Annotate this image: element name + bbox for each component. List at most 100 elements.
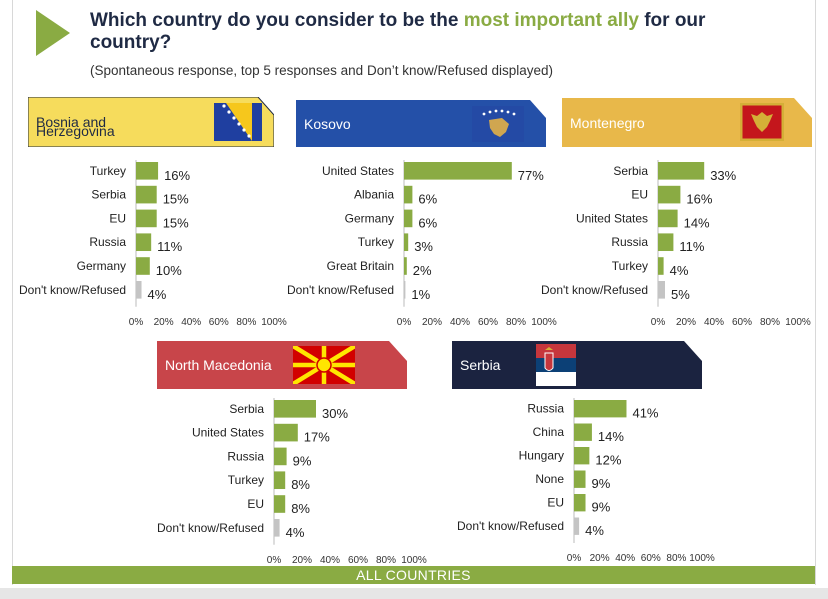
- bar: [658, 209, 678, 228]
- bar: [274, 519, 280, 537]
- bar: [574, 470, 586, 488]
- bar: [658, 185, 681, 204]
- tick-label: 40%: [450, 317, 470, 328]
- category-label: Russia: [611, 235, 648, 249]
- tick-label: 20%: [676, 317, 696, 328]
- tick-label: 20%: [154, 317, 174, 328]
- category-label: Don't know/Refused: [157, 521, 264, 535]
- data-label: 9%: [293, 453, 312, 468]
- play-arrow-icon: [36, 10, 70, 56]
- tick-label: 20%: [590, 553, 610, 564]
- data-label: 11%: [157, 239, 182, 254]
- banner-kosovo: Kosovo: [296, 100, 546, 147]
- tick-label: 60%: [478, 317, 498, 328]
- banner-serbia: Serbia: [452, 341, 702, 389]
- banner-line-2: Herzegovina: [36, 123, 115, 139]
- bar: [658, 233, 674, 252]
- data-label: 77%: [518, 168, 544, 183]
- serbia-flag-icon: [536, 344, 576, 386]
- category-label: Don't know/Refused: [19, 283, 126, 297]
- category-label: Serbia: [91, 188, 126, 202]
- footer-label: ALL COUNTRIES: [356, 567, 471, 583]
- data-label: 30%: [322, 406, 348, 421]
- data-label: 5%: [671, 287, 690, 302]
- question-highlight: most important ally: [463, 10, 639, 31]
- bar: [404, 281, 406, 299]
- question-part1: Which country do you consider to be the: [90, 10, 464, 31]
- data-label: 4%: [585, 523, 604, 538]
- bar: [274, 495, 286, 513]
- data-label: 9%: [592, 476, 611, 491]
- data-label: 8%: [291, 477, 310, 492]
- category-label: Don't know/Refused: [541, 283, 648, 297]
- bar: [574, 447, 590, 465]
- data-label: 2%: [413, 263, 432, 278]
- question-part2: for our country?: [90, 10, 706, 53]
- bar: [574, 494, 586, 512]
- data-label: 15%: [163, 192, 189, 207]
- bar: [574, 423, 592, 441]
- tick-label: 100%: [261, 317, 287, 328]
- montenegro-flag-icon: [740, 103, 784, 141]
- tick-label: 80%: [666, 553, 686, 564]
- category-label: None: [535, 472, 564, 486]
- tick-label: 0%: [267, 555, 282, 566]
- bottom-strip: [0, 588, 828, 599]
- bar: [658, 162, 705, 180]
- data-label: 9%: [592, 500, 611, 515]
- category-label: Turkey: [358, 235, 394, 249]
- data-label: 3%: [414, 239, 433, 254]
- category-label: EU: [109, 211, 126, 225]
- category-label: EU: [247, 497, 264, 511]
- category-label: Turkey: [228, 473, 264, 487]
- tick-label: 0%: [129, 317, 144, 328]
- category-label: Russia: [227, 449, 264, 463]
- data-label: 6%: [418, 192, 437, 207]
- bar: [658, 281, 665, 299]
- bar: [136, 209, 157, 228]
- bar: [404, 257, 407, 275]
- tick-label: 40%: [320, 555, 340, 566]
- banner-label-kosovo: Kosovo: [304, 115, 351, 132]
- category-label: United States: [192, 426, 264, 440]
- category-label: China: [533, 425, 565, 439]
- category-label: Germany: [77, 259, 126, 273]
- data-label: 41%: [632, 406, 658, 421]
- data-label: 14%: [684, 215, 710, 230]
- bar: [404, 233, 409, 252]
- tick-label: 60%: [348, 555, 368, 566]
- banner-line-1: Bosnia and: [36, 114, 107, 130]
- bar: [274, 423, 298, 442]
- tick-label: 80%: [760, 317, 780, 328]
- data-label: 1%: [411, 287, 430, 302]
- bar: [574, 400, 627, 418]
- tick-label: 100%: [531, 317, 557, 328]
- banner-label-bosnia: Bosnia and: [36, 97, 106, 147]
- data-label: 8%: [291, 501, 310, 516]
- bar: [274, 471, 286, 490]
- banner-bosnia: Bosnia and Herzegovina: [28, 97, 274, 147]
- tick-label: 40%: [704, 317, 724, 328]
- kosovo-flag-icon: [472, 106, 524, 142]
- footer-bar: ALL COUNTRIES: [12, 566, 815, 584]
- category-label: Don't know/Refused: [457, 519, 564, 533]
- bar: [574, 517, 580, 535]
- category-label: Great Britain: [327, 259, 394, 273]
- category-label: Albania: [354, 188, 394, 202]
- category-label: United States: [322, 164, 394, 178]
- frame-right-line: [815, 0, 816, 585]
- category-label: Don't know/Refused: [287, 283, 394, 297]
- bar: [136, 257, 150, 275]
- tick-label: 20%: [292, 555, 312, 566]
- category-label: Hungary: [519, 449, 564, 463]
- frame-left-line: [12, 0, 13, 585]
- banner-label-north-macedonia: North Macedonia: [165, 357, 272, 373]
- bar: [404, 185, 413, 204]
- data-label: 4%: [286, 525, 305, 540]
- data-label: 12%: [595, 453, 621, 468]
